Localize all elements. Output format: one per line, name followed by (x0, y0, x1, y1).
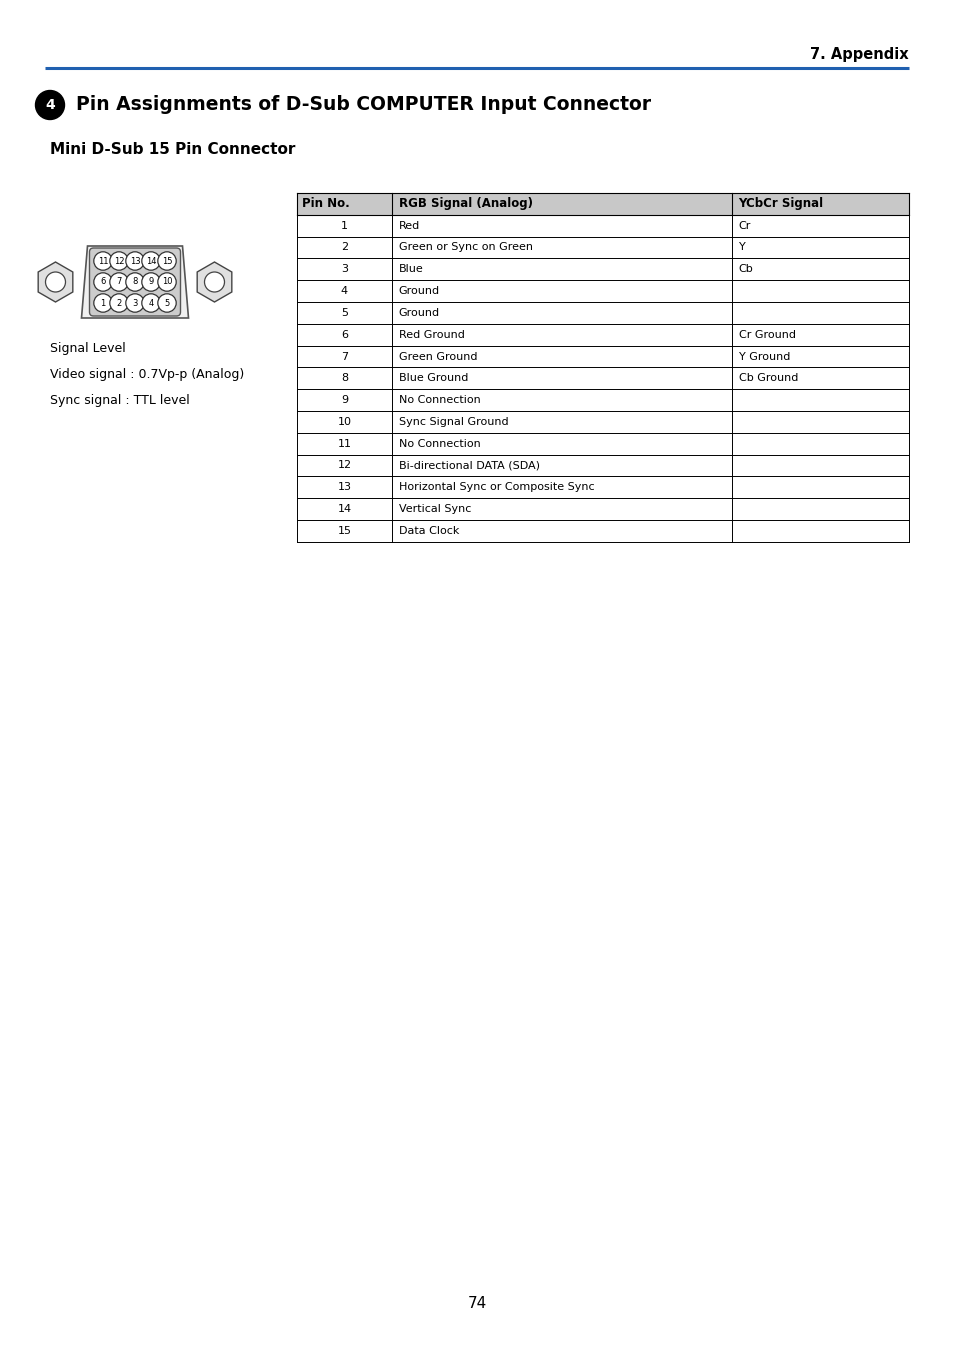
Circle shape (157, 252, 176, 270)
Bar (296, 476, 908, 499)
Text: Vertical Sync: Vertical Sync (398, 504, 471, 514)
Text: Green Ground: Green Ground (398, 352, 476, 361)
Bar (296, 390, 908, 411)
Text: 14: 14 (146, 256, 156, 266)
Bar (296, 302, 908, 324)
Text: 4: 4 (45, 98, 55, 112)
Text: Y: Y (738, 243, 744, 252)
Text: Red Ground: Red Ground (398, 330, 464, 340)
Circle shape (93, 294, 112, 313)
Bar (296, 520, 908, 542)
Text: RGB Signal (Analog): RGB Signal (Analog) (398, 197, 533, 210)
Text: 5: 5 (164, 298, 170, 307)
Circle shape (110, 294, 128, 313)
Text: 5: 5 (340, 307, 348, 318)
Text: 7: 7 (340, 352, 348, 361)
Text: Mini D-Sub 15 Pin Connector: Mini D-Sub 15 Pin Connector (50, 142, 295, 156)
Text: Video signal : 0.7Vp-p (Analog): Video signal : 0.7Vp-p (Analog) (50, 368, 244, 381)
Circle shape (46, 272, 66, 293)
Circle shape (110, 272, 128, 291)
Text: 11: 11 (337, 438, 351, 449)
Bar (296, 237, 908, 259)
Text: Green or Sync on Green: Green or Sync on Green (398, 243, 533, 252)
Polygon shape (81, 245, 189, 318)
Text: Horizontal Sync or Composite Sync: Horizontal Sync or Composite Sync (398, 483, 594, 492)
Text: Y Ground: Y Ground (738, 352, 789, 361)
Text: Ground: Ground (398, 307, 439, 318)
Text: 7. Appendix: 7. Appendix (809, 47, 908, 62)
Bar (296, 193, 908, 214)
Text: 7: 7 (116, 278, 122, 287)
Text: 1: 1 (340, 221, 348, 231)
Circle shape (93, 252, 112, 270)
Text: 4: 4 (340, 286, 348, 297)
Text: 2: 2 (340, 243, 348, 252)
Text: Cr: Cr (738, 221, 750, 231)
Circle shape (126, 252, 144, 270)
Text: YCbCr Signal: YCbCr Signal (738, 197, 822, 210)
Text: No Connection: No Connection (398, 438, 480, 449)
Bar (296, 454, 908, 476)
Text: Ground: Ground (398, 286, 439, 297)
Bar (296, 324, 908, 345)
Bar (296, 411, 908, 433)
Text: Data Clock: Data Clock (398, 526, 458, 537)
Text: Pin Assignments of D-Sub COMPUTER Input Connector: Pin Assignments of D-Sub COMPUTER Input … (76, 96, 651, 115)
Text: Cb: Cb (738, 264, 753, 274)
Bar (296, 280, 908, 302)
Text: Pin No.: Pin No. (302, 197, 350, 210)
Bar (296, 368, 908, 390)
Circle shape (35, 90, 65, 120)
Text: 8: 8 (340, 373, 348, 383)
Circle shape (142, 294, 160, 313)
Text: Cb Ground: Cb Ground (738, 373, 797, 383)
Text: 12: 12 (337, 461, 351, 470)
Text: Signal Level: Signal Level (50, 342, 126, 355)
Circle shape (142, 272, 160, 291)
Text: 9: 9 (340, 395, 348, 406)
Text: 12: 12 (113, 256, 124, 266)
Text: Sync Signal Ground: Sync Signal Ground (398, 417, 508, 427)
Bar (296, 345, 908, 368)
Circle shape (157, 272, 176, 291)
Circle shape (142, 252, 160, 270)
Circle shape (204, 272, 224, 293)
Text: 10: 10 (162, 278, 172, 287)
Text: Bi-directional DATA (SDA): Bi-directional DATA (SDA) (398, 461, 539, 470)
Text: 9: 9 (149, 278, 153, 287)
Text: 14: 14 (337, 504, 351, 514)
Text: Sync signal : TTL level: Sync signal : TTL level (50, 394, 190, 407)
Text: 13: 13 (130, 256, 140, 266)
Text: 11: 11 (97, 256, 108, 266)
Text: Red: Red (398, 221, 419, 231)
Circle shape (157, 294, 176, 313)
Text: 10: 10 (337, 417, 351, 427)
Text: 4: 4 (149, 298, 153, 307)
Text: 3: 3 (340, 264, 348, 274)
Bar (296, 214, 908, 237)
Text: 13: 13 (337, 483, 351, 492)
Text: Blue: Blue (398, 264, 423, 274)
Text: 15: 15 (337, 526, 351, 537)
Bar (296, 259, 908, 280)
Text: 74: 74 (467, 1295, 486, 1310)
Circle shape (110, 252, 128, 270)
Text: 6: 6 (100, 278, 106, 287)
Text: Cr Ground: Cr Ground (738, 330, 795, 340)
Text: 2: 2 (116, 298, 121, 307)
Text: Blue Ground: Blue Ground (398, 373, 468, 383)
FancyBboxPatch shape (90, 248, 180, 315)
Bar (296, 499, 908, 520)
Bar (296, 433, 908, 454)
Text: 1: 1 (100, 298, 106, 307)
Text: 3: 3 (132, 298, 137, 307)
Text: 15: 15 (162, 256, 172, 266)
Circle shape (93, 272, 112, 291)
Circle shape (126, 294, 144, 313)
Text: 6: 6 (340, 330, 348, 340)
Text: 8: 8 (132, 278, 137, 287)
Circle shape (126, 272, 144, 291)
Text: No Connection: No Connection (398, 395, 480, 406)
